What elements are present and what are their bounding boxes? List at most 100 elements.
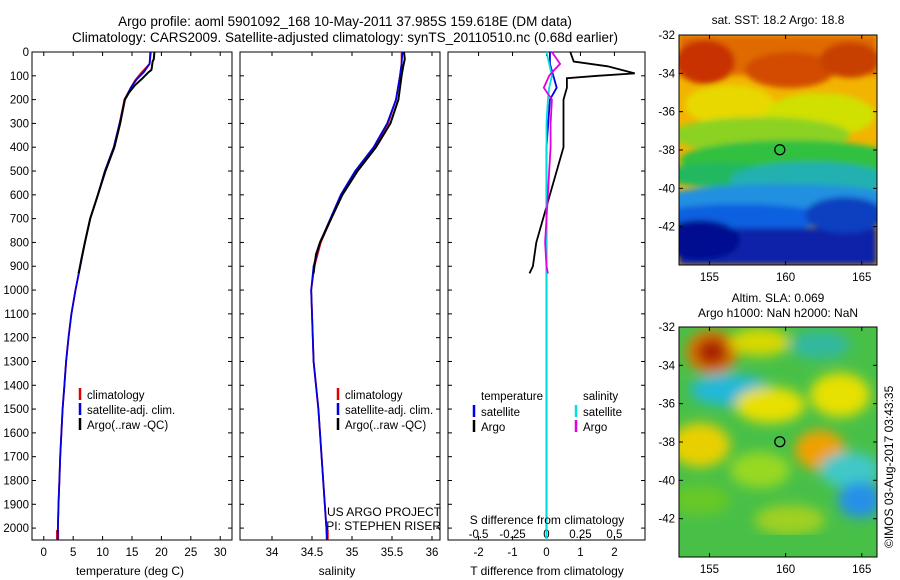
sst-map [679,35,877,265]
y-tick-label: 1900 [3,499,29,511]
y-tick-label: 600 [10,190,29,202]
legend-label: Argo [583,422,607,434]
x-tick-label: 36 [426,547,439,559]
y-tick-label: 300 [10,118,29,130]
series-line [545,52,558,540]
title-line-1: Argo profile: aoml 5901092_168 10-May-20… [118,14,572,29]
series-line [56,51,152,541]
series-line [310,52,403,541]
argo-position-marker [774,436,786,448]
map-y-tick-label: -38 [658,145,675,157]
x-tick-label: 30 [214,547,227,559]
sst-map-title: sat. SST: 18.2 Argo: 18.8 [712,13,845,27]
s-difference-axis-label: S difference from climatology [470,513,625,527]
salinity-chart: 34 34.5 35 35.5 36 climatology satellite-adj. … [240,51,440,559]
legend-header: salinity [583,391,618,403]
sla-map [679,327,877,557]
series-line [545,51,553,540]
s-tick-label: -0.25 [499,529,525,541]
salinity-axis-label: salinity [319,564,356,578]
map-y-tick-label: -36 [658,399,675,411]
s-tick-label: 0.5 [606,529,622,541]
legend-label: Argo [481,422,505,434]
pi-annotation: PI: STEPHEN RISER [326,519,441,533]
x-tick-label: 2 [611,547,617,559]
series-line [528,51,636,274]
y-tick-label: 1600 [3,428,29,440]
y-tick-label: 1400 [3,380,29,392]
y-tick-label: 100 [10,71,29,83]
legend-label: Argo(..raw -QC) [87,420,168,432]
series-line [77,51,156,274]
series-line [542,51,562,274]
x-tick-label: 25 [184,547,197,559]
x-tick-label: 0 [543,547,549,559]
temperature-axis-label: temperature (deg C) [76,564,184,578]
s-tick-label: -0.5 [469,529,489,541]
y-tick-label: 200 [10,95,29,107]
y-tick-label: 0 [23,47,29,59]
y-tick-label: 1800 [3,475,29,487]
map-y-tick-label: -34 [658,360,675,372]
y-tick-label: 1200 [3,333,29,345]
map-y-tick-label: -42 [658,222,675,234]
map-y-tick-label: -38 [658,437,675,449]
x-tick-label: 34 [266,547,279,559]
temperature-panel-frame [31,51,233,541]
legend-label: climatology [345,390,403,402]
map-x-tick-label: 155 [700,564,719,576]
temperature-chart: 0 5 10 15 20 25 300100200300400500600700800900… [3,47,232,559]
legend-label: satellite-adj. clim. [345,405,433,417]
x-tick-label: 15 [126,547,139,559]
map-y-tick-label: -40 [658,475,675,487]
x-tick-label: 35 [346,547,359,559]
map-x-tick-label: 165 [852,564,871,576]
y-tick-label: 1100 [4,309,29,321]
salinity-panel-frame [239,51,441,541]
y-tick-label: 800 [10,237,29,249]
map-y-tick-label: -42 [658,514,675,526]
sla-map-axes: 155 160 165 -32 -34 -36 -38 -40 -42 [658,322,877,576]
y-tick-label: 1300 [3,356,29,368]
y-tick-label: 1500 [3,404,29,416]
argo-position-marker [774,144,786,156]
series-line [56,51,152,541]
y-tick-label: 1700 [3,452,29,464]
map-x-tick-label: 155 [700,272,719,284]
map-y-tick-label: -36 [658,107,675,119]
legend-label: satellite [481,407,520,419]
sla-map-title-2: Argo h1000: NaN h2000: NaN [698,306,858,320]
x-tick-label: 10 [96,547,109,559]
credit-text: ©IMOS 03-Aug-2017 03:43:35 [882,385,896,548]
legend-label: satellite-adj. clim. [87,405,175,417]
y-tick-label: 500 [10,166,29,178]
map-y-tick-label: -32 [658,30,675,42]
map-y-tick-label: -40 [658,183,675,195]
sst-map-axes: 155 160 165 -32 -34 -36 -38 -40 -42 [658,30,877,284]
map-x-tick-label: 160 [776,564,795,576]
y-tick-label: 900 [10,261,29,273]
y-tick-label: 400 [10,142,29,154]
y-tick-label: 1000 [3,285,29,297]
x-tick-label: 0 [41,547,47,559]
x-tick-label: 20 [155,547,168,559]
t-difference-axis-label: T difference from climatology [470,564,624,578]
x-tick-label: 5 [70,547,76,559]
x-tick-label: 1 [577,547,583,559]
x-tick-label: -1 [507,547,517,559]
map-y-tick-label: -34 [658,68,675,80]
map-y-tick-label: -32 [658,322,675,334]
title-line-2: Climatology: CARS2009. Satellite-adjuste… [72,30,618,45]
legend-label: climatology [87,390,145,402]
x-tick-label: -2 [473,547,483,559]
y-tick-label: 700 [10,214,29,226]
legend-label: satellite [583,407,622,419]
series-line [312,51,406,274]
sla-map-title-1: Altim. SLA: 0.069 [732,291,825,305]
x-tick-label: 35.5 [381,547,403,559]
x-tick-label: 34.5 [301,547,323,559]
legend-header: temperature [481,391,543,403]
s-tick-label: 0.25 [569,529,591,541]
